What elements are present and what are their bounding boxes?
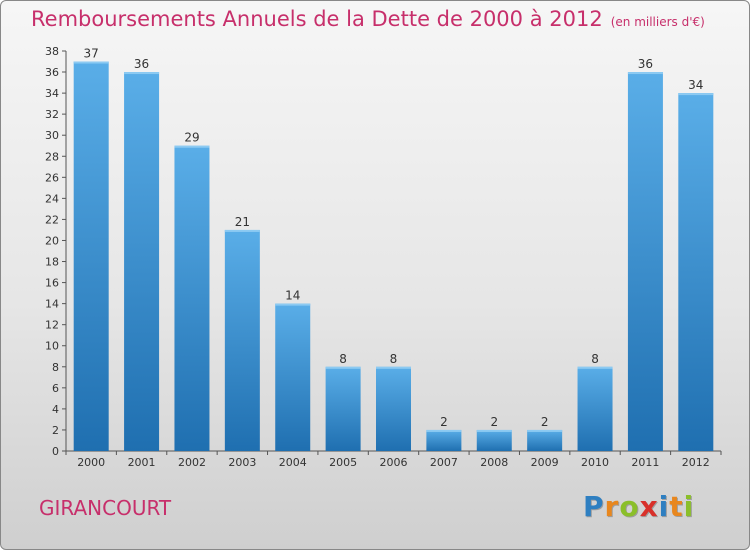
- y-tick-label: 18: [45, 256, 59, 269]
- proxiti-logo[interactable]: Proxiti: [583, 490, 694, 523]
- logo-letter: i: [683, 490, 695, 523]
- data-label: 8: [390, 352, 398, 366]
- data-label: 37: [84, 47, 99, 61]
- bar-highlight: [376, 366, 411, 369]
- bar-highlight: [426, 429, 462, 432]
- bar-highlight: [224, 229, 260, 232]
- x-tick-label: 2007: [430, 456, 458, 469]
- logo-letter: x: [639, 490, 659, 523]
- bar: [376, 366, 411, 451]
- bar-highlight: [174, 145, 210, 148]
- bar: [577, 366, 613, 451]
- x-tick-label: 2003: [228, 456, 256, 469]
- data-label: 2: [440, 415, 448, 429]
- x-tick-label: 2000: [77, 456, 105, 469]
- x-tick-label: 2001: [128, 456, 156, 469]
- y-tick-label: 8: [52, 361, 59, 374]
- x-tick-label: 2006: [380, 456, 408, 469]
- bar: [527, 429, 563, 451]
- bar-highlight: [124, 72, 160, 75]
- data-label: 21: [235, 215, 250, 229]
- y-tick-label: 36: [45, 66, 59, 79]
- y-tick-label: 38: [45, 45, 59, 58]
- x-tick-label: 2002: [178, 456, 206, 469]
- logo-letter: o: [619, 490, 640, 523]
- bar: [124, 72, 160, 451]
- bar-highlight: [577, 366, 613, 369]
- bar-highlight: [627, 72, 663, 75]
- x-tick-label: 2009: [531, 456, 559, 469]
- y-tick-label: 2: [52, 424, 59, 437]
- y-tick-label: 0: [52, 445, 59, 458]
- y-tick-label: 4: [52, 403, 59, 416]
- chart-title: Remboursements Annuels de la Dette de 20…: [31, 7, 705, 31]
- x-tick-label: 2005: [329, 456, 357, 469]
- data-labels: 37 36 29 21 14 8 8 2 2 2 8 36 34: [84, 47, 704, 429]
- y-tick-label: 34: [45, 87, 59, 100]
- y-tick-label: 30: [45, 129, 59, 142]
- y-tick-label: 16: [45, 277, 59, 290]
- y-tick-label: 24: [45, 192, 59, 205]
- bar: [73, 61, 109, 452]
- data-label: 8: [591, 352, 599, 366]
- data-label: 36: [638, 57, 653, 71]
- data-label: 8: [339, 352, 347, 366]
- bar: [678, 93, 714, 452]
- data-label: 2: [490, 415, 498, 429]
- bar: [224, 229, 260, 451]
- logo-letter: r: [604, 490, 620, 523]
- bar: [627, 72, 663, 451]
- bar-highlight: [73, 61, 109, 64]
- y-tick-label: 26: [45, 171, 59, 184]
- bar: [174, 145, 210, 451]
- x-tick-label: 2008: [480, 456, 508, 469]
- logo-letter: t: [669, 490, 684, 523]
- bar-highlight: [678, 93, 714, 96]
- bar: [476, 429, 512, 451]
- x-tick-label: 2010: [581, 456, 609, 469]
- x-axis: 2000 2001 2002 2003 2004 2005 2006 2007 2008 2009…: [65, 450, 722, 469]
- bar-highlight: [476, 429, 512, 432]
- logo-letter: P: [583, 490, 605, 523]
- y-tick-label: 10: [45, 340, 59, 353]
- x-tick-label: 2012: [682, 456, 710, 469]
- data-label: 2: [541, 415, 549, 429]
- data-label: 14: [285, 289, 300, 303]
- x-tick-label: 2011: [631, 456, 659, 469]
- bar-highlight: [527, 429, 563, 432]
- y-tick-label: 12: [45, 319, 59, 332]
- bar-highlight: [325, 366, 361, 369]
- y-tick-label: 14: [45, 298, 59, 311]
- data-label: 34: [688, 78, 703, 92]
- y-tick-label: 6: [52, 382, 59, 395]
- y-tick-label: 32: [45, 108, 59, 121]
- y-tick-label: 28: [45, 150, 59, 163]
- data-label: 29: [184, 131, 199, 145]
- logo-letter: i: [658, 490, 670, 523]
- bar: [426, 429, 462, 451]
- bar-highlight: [275, 303, 311, 306]
- chart-title-text: Remboursements Annuels de la Dette de 20…: [31, 7, 603, 31]
- x-tick-label: 2004: [279, 456, 307, 469]
- chart-subtitle: (en milliers d'€): [610, 15, 705, 29]
- bar: [325, 366, 361, 451]
- commune-name: GIRANCOURT: [39, 496, 172, 520]
- y-tick-label: 22: [45, 213, 59, 226]
- bars: [73, 61, 714, 452]
- bar: [275, 303, 311, 451]
- y-tick-label: 20: [45, 234, 59, 247]
- data-label: 36: [134, 57, 149, 71]
